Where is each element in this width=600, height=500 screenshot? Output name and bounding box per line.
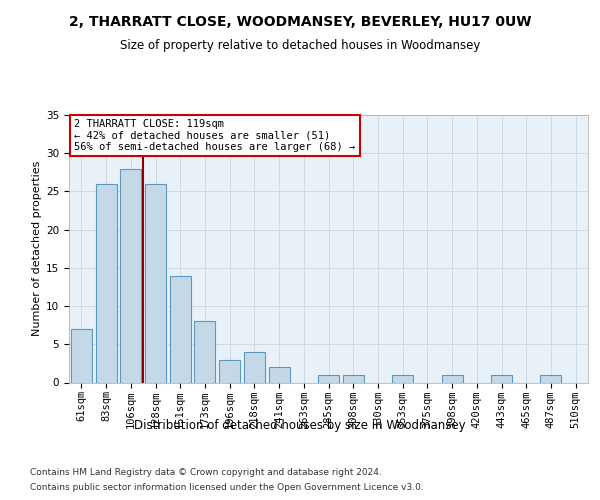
Bar bbox=[343, 375, 364, 382]
Text: Contains HM Land Registry data © Crown copyright and database right 2024.: Contains HM Land Registry data © Crown c… bbox=[30, 468, 382, 477]
Bar bbox=[95, 184, 116, 382]
Bar bbox=[145, 184, 166, 382]
Text: Contains public sector information licensed under the Open Government Licence v3: Contains public sector information licen… bbox=[30, 483, 424, 492]
Bar bbox=[541, 375, 562, 382]
Text: 2, THARRATT CLOSE, WOODMANSEY, BEVERLEY, HU17 0UW: 2, THARRATT CLOSE, WOODMANSEY, BEVERLEY,… bbox=[69, 16, 531, 30]
Bar bbox=[491, 375, 512, 382]
Bar bbox=[392, 375, 413, 382]
Bar bbox=[120, 168, 141, 382]
Bar bbox=[269, 367, 290, 382]
Text: Distribution of detached houses by size in Woodmansey: Distribution of detached houses by size … bbox=[134, 420, 466, 432]
Bar bbox=[219, 360, 240, 382]
Bar bbox=[244, 352, 265, 382]
Bar bbox=[442, 375, 463, 382]
Text: Size of property relative to detached houses in Woodmansey: Size of property relative to detached ho… bbox=[120, 38, 480, 52]
Text: 2 THARRATT CLOSE: 119sqm
← 42% of detached houses are smaller (51)
56% of semi-d: 2 THARRATT CLOSE: 119sqm ← 42% of detach… bbox=[74, 119, 355, 152]
Bar bbox=[318, 375, 339, 382]
Bar bbox=[71, 329, 92, 382]
Bar bbox=[170, 276, 191, 382]
Bar bbox=[194, 322, 215, 382]
Y-axis label: Number of detached properties: Number of detached properties bbox=[32, 161, 42, 336]
